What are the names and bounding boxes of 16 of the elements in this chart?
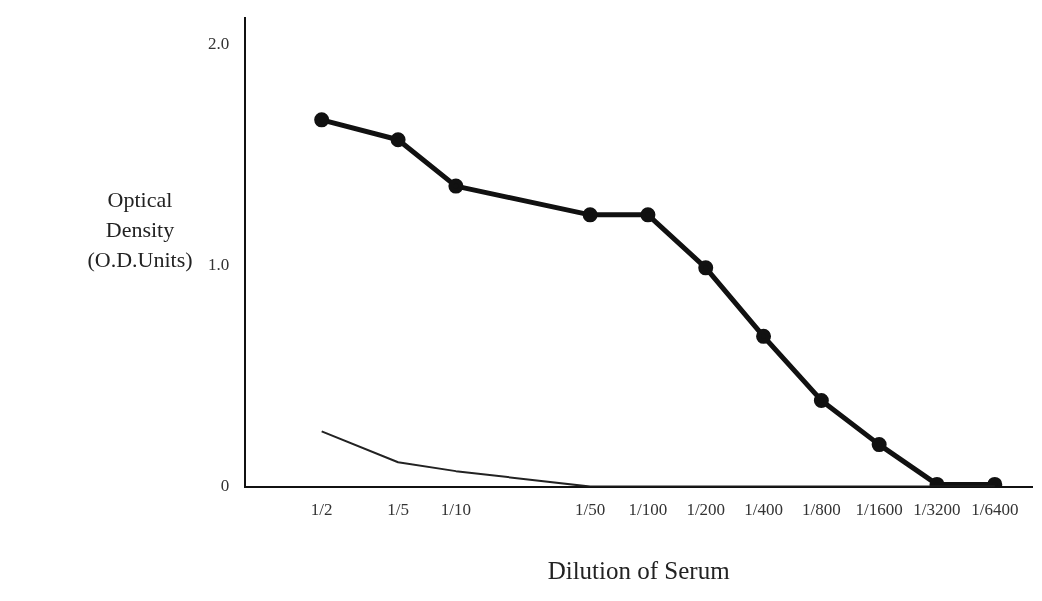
y-tick-label: 0 (220, 476, 230, 496)
y-axis-title: Optical Density (O.D.Units) (86, 186, 194, 274)
y-tick-label: 1.0 (208, 255, 230, 275)
x-tick-label: 1/50 (575, 500, 606, 520)
x-tick-label: 1/5 (387, 500, 409, 520)
x-tick-label: 1/400 (744, 500, 783, 520)
x-tick-label: 1/800 (801, 500, 841, 520)
x-tick-label: 1/3200 (913, 500, 961, 520)
x-tick-label: 1/1600 (855, 500, 903, 520)
x-axis-title: Dilution of Serum (547, 556, 731, 584)
x-tick-label: 1/2 (310, 500, 333, 520)
x-tick-label: 1/6400 (971, 500, 1019, 520)
x-tick-label: 1/10 (440, 500, 472, 520)
x-tick-label: 1/200 (686, 500, 726, 520)
x-tick-label: 1/100 (628, 500, 668, 520)
y-tick-label: 2.0 (208, 34, 230, 54)
